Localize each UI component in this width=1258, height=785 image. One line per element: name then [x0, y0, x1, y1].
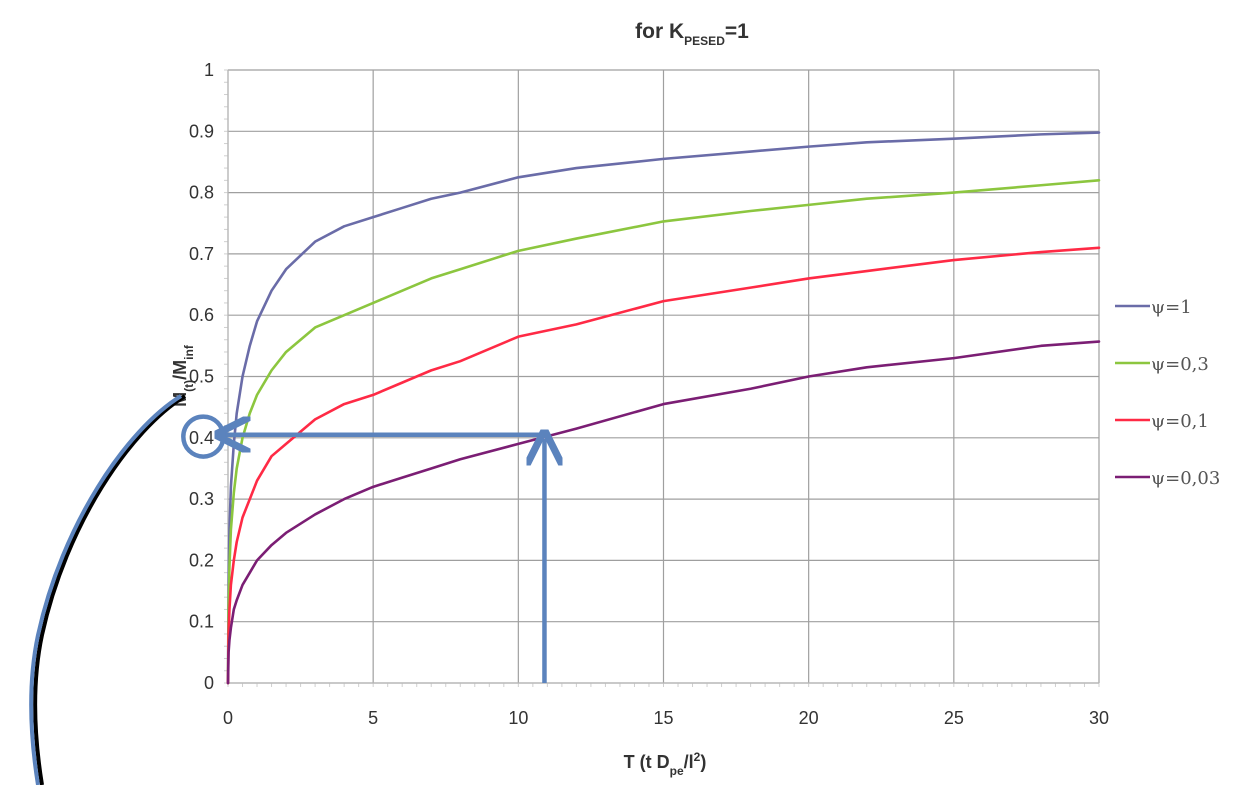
legend-label-0: ψ=1: [1151, 297, 1192, 318]
y-tick-label-6: 0.6: [189, 305, 214, 325]
series-line-1: [226, 179, 1101, 685]
y-tick-label-10: 1: [204, 60, 214, 80]
x-tick-label-5: 25: [944, 708, 964, 728]
x-axis-label-part-0: T (t D: [624, 752, 670, 772]
x-axis-label: T (t Dpe/l2): [624, 750, 707, 778]
x-tick-label-4: 20: [799, 708, 819, 728]
y-tick-label-8: 0.8: [189, 183, 214, 203]
x-tick-label-6: 30: [1089, 708, 1109, 728]
legend-label-2: ψ=0,1: [1151, 411, 1209, 432]
annotation-highlight-circle: [181, 414, 226, 459]
chart-title: for KPESED=1: [635, 20, 749, 48]
series-line-3: [226, 340, 1101, 685]
x-axis-label-part-1: pe: [670, 764, 684, 778]
y-tick-label-2: 0.2: [189, 550, 214, 570]
y-tick-label-0: 0: [204, 673, 214, 693]
annotation-callout-shadow: [33, 394, 187, 785]
y-tick-label-1: 0.1: [189, 612, 214, 632]
y-axis-label-part-3: inf: [182, 344, 196, 360]
x-axis-label-part-2: /l: [684, 752, 694, 772]
y-axis-label: M(t)/Minf: [170, 344, 196, 407]
series-line-2: [226, 246, 1101, 685]
legend-label-1: ψ=0,3: [1151, 354, 1209, 375]
y-axis-label-part-2: /M: [170, 360, 190, 380]
title-part-0: for K: [635, 20, 684, 43]
y-tick-label-4: 0.4: [189, 428, 214, 448]
y-tick-label-5: 0.5: [189, 367, 214, 387]
x-tick-label-3: 15: [653, 708, 673, 728]
title-part-2: =1: [725, 20, 749, 43]
y-tick-label-9: 0.9: [189, 121, 214, 141]
annotation-callout-curve: [29, 394, 183, 785]
x-tick-label-2: 10: [508, 708, 528, 728]
y-tick-label-7: 0.7: [189, 244, 214, 264]
x-tick-label-0: 0: [223, 708, 233, 728]
y-axis-label-part-1: (t): [182, 380, 196, 392]
x-axis-label-part-3: 2: [694, 750, 701, 764]
y-tick-label-3: 0.3: [189, 489, 214, 509]
x-tick-label-1: 5: [368, 708, 378, 728]
legend-label-3: ψ=0,03: [1151, 468, 1220, 489]
title-part-1: PESED: [684, 34, 725, 48]
x-axis-label-part-4: ): [700, 752, 706, 772]
